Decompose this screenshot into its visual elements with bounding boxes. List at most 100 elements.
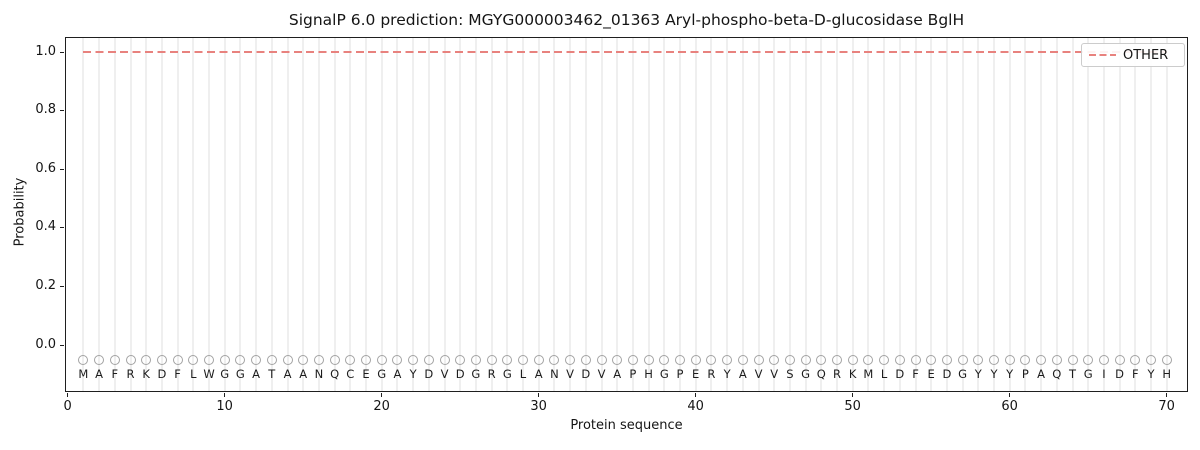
legend-label: OTHER: [1123, 47, 1169, 63]
residue-letter: D: [895, 367, 905, 381]
residue-marker-circle: [204, 354, 214, 365]
residue-gridline: [930, 38, 933, 391]
y-tick-label: 0.6: [35, 160, 56, 176]
residue-marker-circle: [408, 354, 419, 365]
residue-gridline: [160, 38, 163, 391]
y-tick: [60, 51, 64, 53]
residue-gridline: [726, 38, 729, 391]
x-tick-label: 20: [373, 399, 390, 414]
x-tick: [538, 393, 540, 397]
residue-marker-circle: [784, 354, 795, 365]
residue-gridline: [98, 38, 101, 391]
residue-gridline: [396, 38, 399, 391]
residue-gridline: [506, 38, 509, 391]
residue-letter: Y: [974, 367, 982, 381]
residue-gridline: [898, 38, 901, 391]
residue-marker-circle: [439, 354, 450, 365]
residue-letter: F: [912, 367, 919, 381]
residue-marker-circle: [172, 354, 183, 365]
residue-gridline: [945, 38, 948, 391]
residue-marker-circle: [156, 354, 167, 365]
residue-letter: G: [220, 367, 230, 381]
residue-letter: M: [863, 367, 874, 381]
residue-marker-circle: [361, 354, 371, 365]
residue-gridline: [694, 38, 697, 391]
residue-letter: R: [707, 367, 716, 381]
residue-gridline: [757, 38, 760, 391]
residue-gridline: [553, 38, 556, 391]
residue-gridline: [836, 38, 838, 391]
residue-letter: F: [174, 367, 181, 381]
residue-letter: G: [377, 367, 387, 381]
residue-letter: E: [927, 367, 935, 381]
residue-letter: R: [833, 367, 841, 381]
residue-marker-circle: [596, 354, 607, 365]
residue-marker-circle: [455, 354, 466, 365]
residue-letter: Q: [330, 367, 340, 381]
residue-letter: T: [268, 367, 276, 381]
other-probability-line: [83, 51, 1167, 53]
residue-gridline: [584, 38, 587, 391]
residue-gridline: [365, 38, 367, 391]
residue-marker-circle: [486, 354, 497, 365]
residue-marker-circle: [580, 354, 591, 365]
residue-gridline: [459, 38, 462, 391]
residue-gridline: [631, 38, 634, 391]
residue-gridline: [647, 38, 650, 391]
residue-gridline: [145, 38, 148, 391]
residue-marker-circle: [1098, 354, 1109, 365]
y-tick: [60, 285, 64, 287]
residue-gridline: [1102, 38, 1105, 391]
residue-marker-circle: [722, 354, 733, 365]
residue-marker-circle: [549, 354, 560, 365]
residue-gridline: [741, 38, 744, 391]
x-tick-label: 10: [216, 399, 233, 414]
residue-gridline: [820, 38, 823, 391]
residue-gridline: [961, 38, 964, 391]
x-tick-label: 50: [844, 399, 861, 414]
residue-marker-circle: [910, 354, 921, 365]
x-tick: [381, 393, 383, 397]
residue-marker-circle: [188, 354, 199, 365]
residue-marker-circle: [1083, 354, 1094, 365]
residue-marker-circle: [941, 354, 952, 365]
residue-marker-circle: [251, 354, 262, 365]
residue-letter: H: [644, 367, 653, 381]
residue-gridline: [883, 38, 886, 391]
residue-gridline: [1087, 38, 1090, 391]
residue-letter: M: [78, 367, 89, 381]
residue-marker-circle: [1067, 354, 1078, 365]
legend: OTHER: [1081, 43, 1185, 67]
y-tick: [60, 168, 64, 170]
y-tick-label: 0.2: [35, 277, 56, 293]
residue-gridline: [537, 38, 540, 391]
x-tick: [852, 393, 854, 397]
residue-letter: A: [283, 367, 292, 381]
residue-gridline: [380, 38, 383, 391]
residue-gridline: [82, 38, 85, 391]
residue-marker-circle: [266, 354, 277, 365]
residue-letter: E: [362, 367, 370, 381]
residue-gridline: [600, 38, 603, 391]
residue-letter: Y: [1147, 367, 1155, 381]
residue-letter: A: [738, 367, 747, 381]
y-tick: [60, 227, 64, 229]
residue-marker-circle: [800, 354, 811, 365]
residue-letter: G: [235, 367, 245, 381]
residue-gridline: [1165, 38, 1168, 391]
residue-letter: Y: [409, 367, 417, 381]
residue-marker-circle: [1051, 354, 1062, 365]
residue-gridline: [176, 38, 179, 391]
residue-letter: K: [848, 367, 857, 381]
residue-letter: E: [692, 367, 700, 381]
residue-gridline: [914, 38, 917, 391]
residue-letter: P: [1021, 367, 1029, 381]
residue-marker-circle: [989, 354, 999, 365]
x-tick: [695, 393, 697, 397]
residue-marker-circle: [78, 354, 89, 365]
residue-marker-circle: [737, 354, 748, 365]
residue-letter: Q: [1052, 367, 1062, 381]
residue-letter: P: [676, 367, 684, 381]
residue-marker-circle: [627, 354, 638, 365]
residue-gridline: [223, 38, 226, 391]
